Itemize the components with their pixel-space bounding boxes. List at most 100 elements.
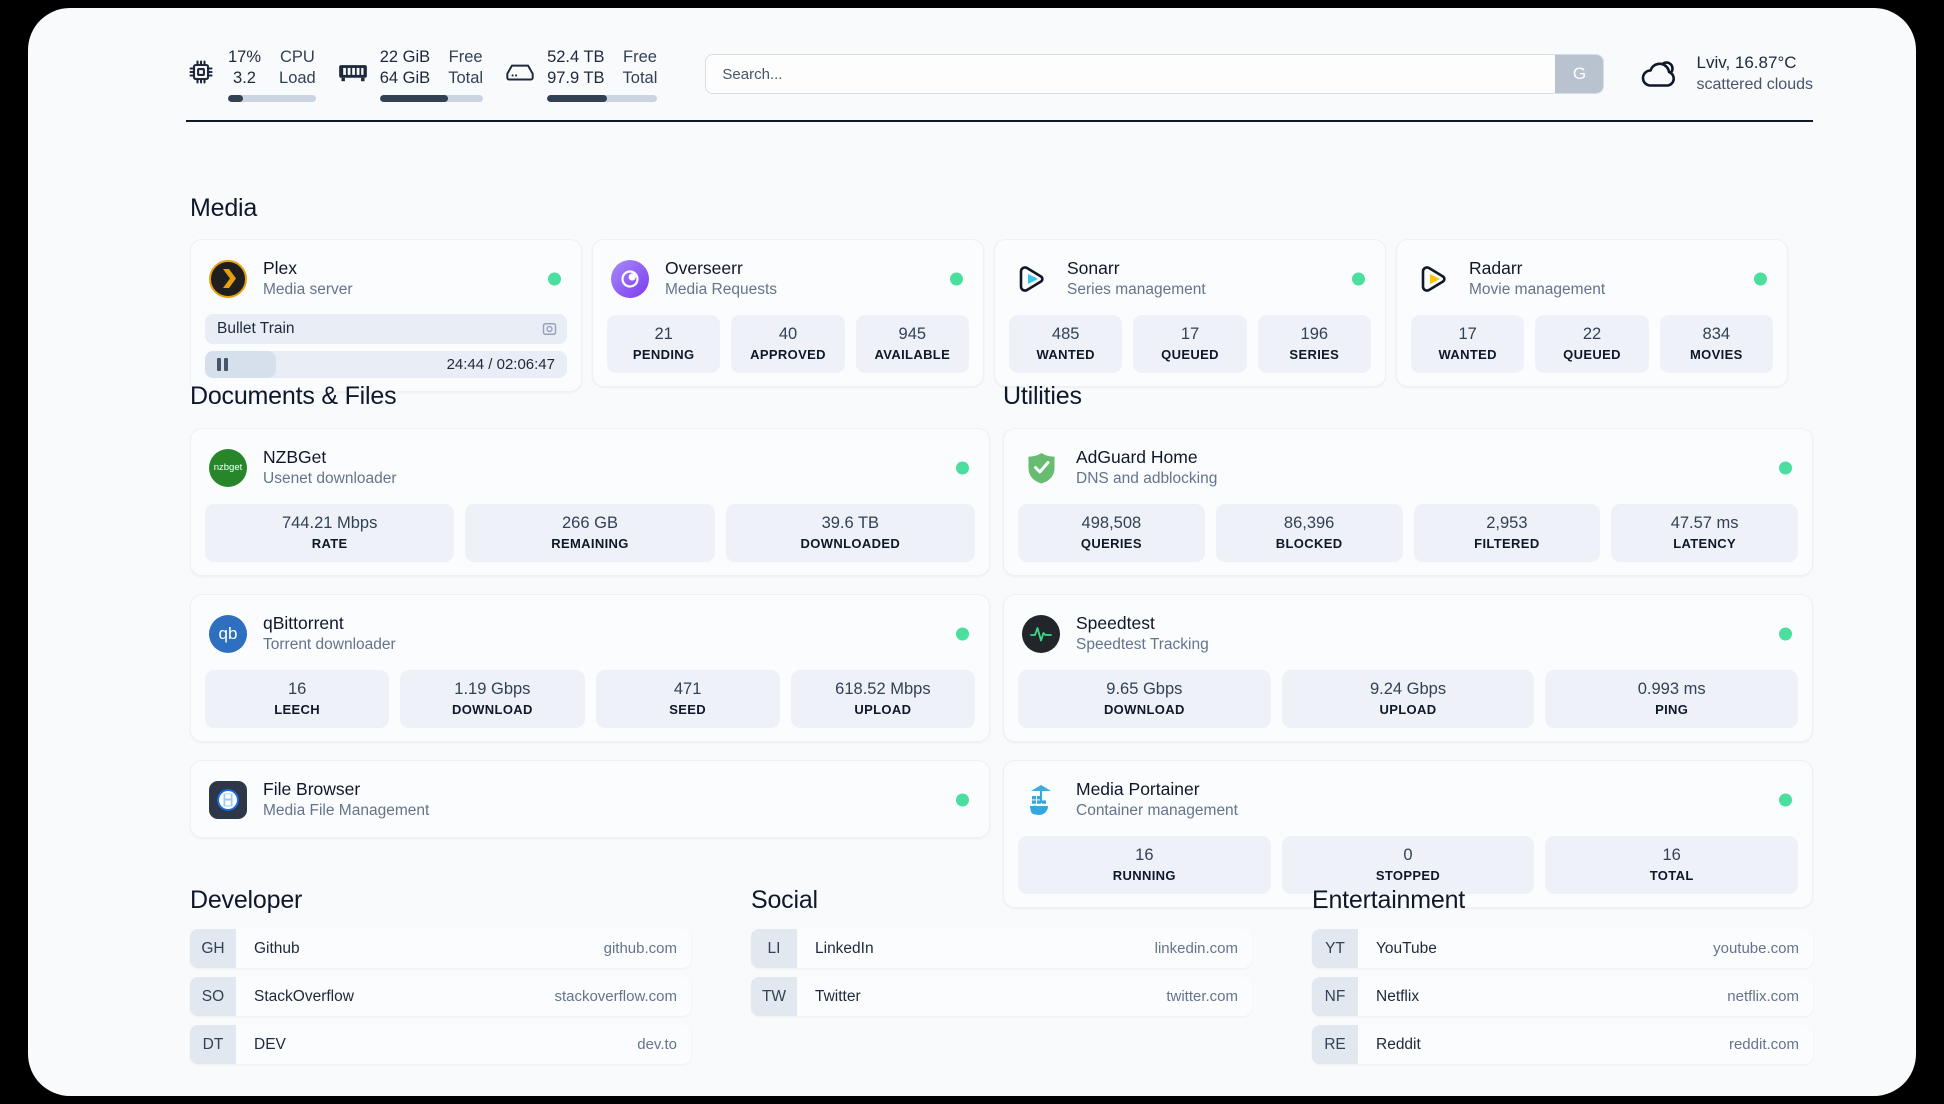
stat-value: 86,396: [1283, 514, 1335, 532]
stat-value: 0.993 ms: [1637, 680, 1706, 698]
bookmark-group-developer: Developer GH Github github.com SO StackO…: [190, 886, 691, 1064]
service-card-filebrowser[interactable]: File Browser Media File Management: [190, 760, 990, 838]
media-section-title: Media: [190, 194, 258, 222]
bookmark-name: LinkedIn: [815, 939, 874, 957]
bookmark-url: twitter.com: [1166, 988, 1238, 1005]
stat-value: 9.24 Gbps: [1369, 680, 1447, 698]
bookmark-item-reddit[interactable]: RE Reddit reddit.com: [1312, 1025, 1813, 1064]
nzbget-subtitle: Usenet downloader: [263, 470, 397, 487]
bookmark-item-github[interactable]: GH Github github.com: [190, 929, 691, 968]
disk-total-value: 97.9 TB: [547, 68, 605, 87]
speedtest-status-badge: [1779, 627, 1792, 640]
filebrowser-logo-icon: [209, 780, 247, 819]
stat-value: 2,953: [1486, 514, 1528, 532]
stat-label: QUEUED: [1563, 347, 1621, 362]
service-card-plex[interactable]: Plex Media server Bullet Train: [190, 239, 582, 392]
cpu-label-top: CPU: [279, 47, 315, 66]
stat-label: REMAINING: [551, 536, 629, 551]
bookmark-item-dev[interactable]: DT DEV dev.to: [190, 1025, 691, 1064]
service-card-radarr[interactable]: Radarr Movie management 17 WANTED 22 QUE…: [1396, 239, 1788, 387]
stat-item: 16 TOTAL: [1545, 836, 1799, 894]
adguard-name: AdGuard Home: [1076, 447, 1198, 467]
qbittorrent-logo-icon: qb: [209, 614, 247, 653]
stat-label: MOVIES: [1689, 347, 1743, 362]
service-card-nzbget[interactable]: nzbget NZBGet Usenet downloader 744.21 M…: [190, 428, 990, 576]
stat-label: LATENCY: [1673, 536, 1737, 551]
stat-item: 498,508 QUERIES: [1018, 504, 1205, 562]
radarr-status-badge: [1754, 272, 1767, 285]
stat-label: SEED: [669, 702, 707, 717]
stat-item: 21 PENDING: [607, 315, 721, 373]
search-provider-button[interactable]: G: [1555, 55, 1604, 93]
stat-label: LEECH: [274, 702, 321, 717]
bookmark-name: Twitter: [815, 987, 861, 1005]
stat-item: 2,953 FILTERED: [1413, 504, 1601, 562]
speedtest-logo-icon: [1022, 614, 1060, 653]
utilities-section: Utilities AdGuard Home DNS and adblockin…: [1003, 382, 1813, 908]
search-input[interactable]: [706, 55, 1556, 93]
bookmark-item-linkedin[interactable]: LI LinkedIn linkedin.com: [751, 929, 1252, 968]
nzbget-status-badge: [956, 461, 969, 474]
plex-progress-bar[interactable]: 24:44 / 02:06:47: [205, 351, 567, 378]
stat-item: 86,396 BLOCKED: [1215, 504, 1403, 562]
service-card-overseerr[interactable]: Overseerr Media Requests 21 PENDING 40 A…: [592, 239, 984, 387]
stat-value: 945: [898, 325, 927, 343]
nzbget-stats: 744.21 Mbps RATE 266 GB REMAINING 39.6 T…: [205, 504, 975, 562]
pause-icon[interactable]: [217, 358, 228, 371]
bookmark-item-stackoverflow[interactable]: SO StackOverflow stackoverflow.com: [190, 977, 691, 1016]
stat-label: APPROVED: [750, 347, 826, 362]
stat-label: QUEUED: [1161, 347, 1219, 362]
service-card-qbittorrent[interactable]: qb qBittorrent Torrent downloader 16 LEE…: [190, 594, 990, 742]
stat-label: STOPPED: [1375, 868, 1441, 883]
stat-value: 16: [1135, 846, 1154, 864]
cpu-label-bottom: Load: [279, 68, 316, 87]
stat-item: 16 LEECH: [205, 670, 390, 728]
sonarr-stats: 485 WANTED 17 QUEUED 196 SERIES: [1009, 315, 1371, 373]
qbittorrent-subtitle: Torrent downloader: [263, 636, 396, 653]
service-card-portainer[interactable]: Media Portainer Container management 16 …: [1003, 760, 1813, 908]
stat-label: FILTERED: [1474, 536, 1540, 551]
bookmark-abbr: TW: [751, 977, 797, 1016]
bookmark-group-title: Social: [751, 886, 818, 914]
portainer-subtitle: Container management: [1076, 802, 1238, 819]
speedtest-name: Speedtest: [1076, 613, 1155, 633]
portainer-status-badge: [1779, 793, 1792, 806]
cloud-icon: [1638, 57, 1682, 91]
bookmark-name: Github: [254, 939, 300, 957]
bookmark-group-social: Social LI LinkedIn linkedin.com TW Twitt…: [751, 886, 1252, 1064]
service-card-sonarr[interactable]: Sonarr Series management 485 WANTED 17 Q…: [994, 239, 1386, 387]
stat-value: 22: [1582, 325, 1602, 343]
radarr-logo-icon: [1415, 260, 1453, 298]
service-card-adguard[interactable]: AdGuard Home DNS and adblocking 498,508 …: [1003, 428, 1813, 576]
stat-value: 744.21 Mbps: [281, 514, 378, 532]
stat-label: BLOCKED: [1275, 536, 1343, 551]
stat-item: 9.24 Gbps UPLOAD: [1281, 670, 1535, 728]
stat-item: 485 WANTED: [1009, 315, 1123, 373]
plex-now-playing-row: Bullet Train: [205, 314, 567, 344]
weather-widget[interactable]: Lviv, 16.87°C scattered clouds: [1638, 52, 1813, 96]
qbittorrent-stats: 16 LEECH 1.19 Gbps DOWNLOAD 471 SEED 618…: [205, 670, 975, 728]
search-box[interactable]: G: [705, 54, 1605, 94]
bookmark-item-twitter[interactable]: TW Twitter twitter.com: [751, 977, 1252, 1016]
cast-icon[interactable]: [542, 322, 557, 337]
stat-value: 498,508: [1081, 514, 1142, 532]
filebrowser-subtitle: Media File Management: [263, 802, 430, 819]
plex-logo-icon: [209, 259, 247, 298]
bookmark-item-youtube[interactable]: YT YouTube youtube.com: [1312, 929, 1813, 968]
overseerr-stats: 21 PENDING 40 APPROVED 945 AVAILABLE: [607, 315, 969, 373]
stat-label: DOWNLOAD: [1103, 702, 1185, 717]
memory-total-value: 64 GiB: [379, 68, 431, 87]
stat-value: 16: [287, 680, 307, 698]
plex-status-badge: [548, 272, 561, 285]
service-card-speedtest[interactable]: Speedtest Speedtest Tracking 9.65 Gbps D…: [1003, 594, 1813, 742]
stat-label: SERIES: [1289, 347, 1340, 362]
weather-description: scattered clouds: [1696, 76, 1813, 93]
disk-label-top: Free: [623, 47, 657, 66]
bookmark-group-entertainment: Entertainment YT YouTube youtube.com NF …: [1312, 886, 1813, 1064]
stat-item: 39.6 TB DOWNLOADED: [725, 504, 975, 562]
ram-icon: [338, 57, 368, 87]
bookmark-abbr: YT: [1312, 929, 1358, 968]
stat-label: RUNNING: [1112, 868, 1176, 883]
stat-item: 266 GB REMAINING: [465, 504, 715, 562]
bookmark-item-netflix[interactable]: NF Netflix netflix.com: [1312, 977, 1813, 1016]
